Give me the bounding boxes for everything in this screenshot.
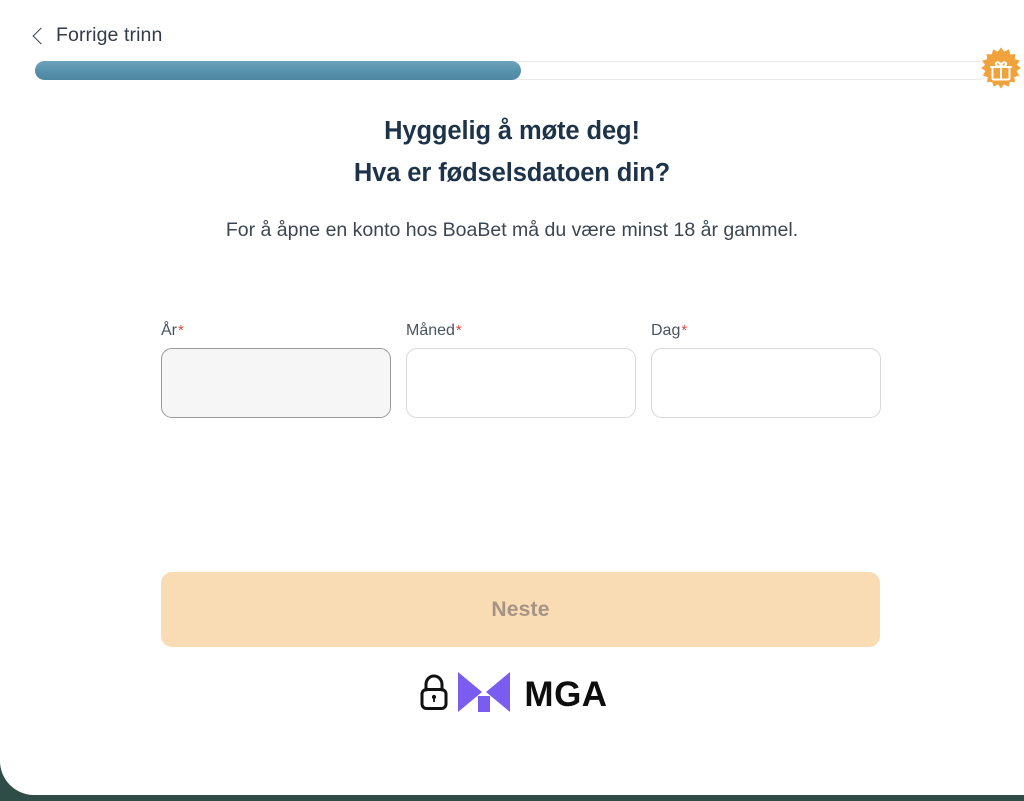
chevron-left-icon (32, 27, 50, 45)
month-input[interactable] (406, 348, 636, 418)
page-title-line-1: Hyggelig å møte deg! (384, 117, 640, 145)
birthdate-form: År* Måned* Dag* (161, 322, 881, 418)
progress-bar-track (35, 61, 988, 80)
page-subtitle: For å åpne en konto hos BoaBet må du vær… (225, 219, 799, 241)
padlock-icon (416, 672, 452, 717)
field-year-label-text: År (161, 322, 177, 339)
day-input[interactable] (651, 348, 881, 418)
next-button[interactable]: Neste (161, 572, 880, 647)
gift-badge-icon[interactable] (977, 46, 1024, 94)
top-bar: Forrige trinn (0, 0, 1024, 89)
field-day: Dag* (651, 322, 881, 418)
required-marker: * (178, 322, 184, 339)
required-marker: * (681, 322, 688, 339)
page-title-line-2: Hva er fødselsdatoen din? (353, 159, 671, 187)
mga-licence-logo: MGA (0, 670, 1024, 719)
progress-bar-fill (35, 61, 522, 80)
page-title: Hyggelig å møte deg! Hva er fødselsdatoe… (0, 110, 1024, 194)
field-month: Måned* (406, 322, 636, 418)
required-marker: * (455, 322, 462, 339)
back-button-label: Forrige trinn (56, 24, 163, 46)
field-month-label: Måned* (406, 322, 636, 340)
field-day-label-text: Dag (651, 322, 681, 339)
mga-wordmark: MGA (524, 675, 608, 714)
year-input[interactable] (161, 348, 391, 418)
mga-m-mark-icon (456, 670, 512, 719)
field-year: År* (161, 322, 391, 418)
field-day-label: Dag* (651, 322, 881, 340)
main-content: Hyggelig å møte deg! Hva er fødselsdatoe… (0, 110, 1024, 712)
back-button[interactable]: Forrige trinn (32, 24, 163, 46)
field-month-label-text: Måned (406, 322, 455, 339)
field-year-label: År* (161, 322, 391, 340)
